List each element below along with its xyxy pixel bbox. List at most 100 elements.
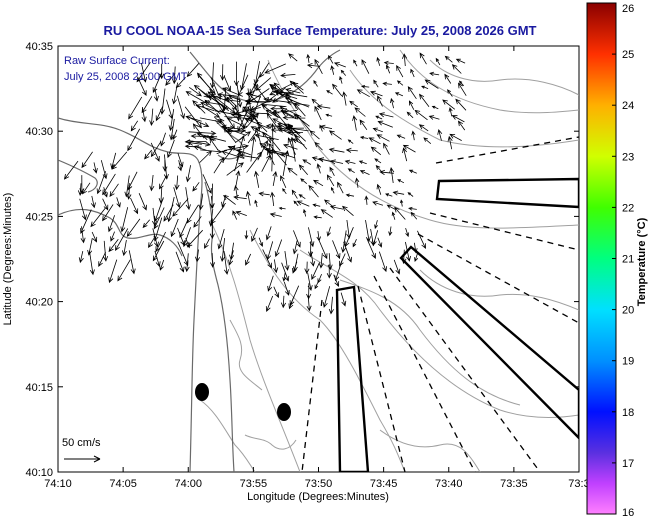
current-arrow <box>221 150 245 159</box>
current-arrow <box>170 218 179 238</box>
current-arrow <box>103 187 108 198</box>
current-arrow <box>159 175 167 190</box>
current-arrow <box>414 109 428 121</box>
x-tick-label: 73:45 <box>370 478 398 490</box>
current-arrow <box>332 83 343 97</box>
current-arrow <box>219 117 229 131</box>
current-arrow <box>220 237 226 263</box>
current-arrow <box>159 259 165 271</box>
y-axis-ticks: 40:35 40:30 40:25 40:20 40:15 40:10 <box>25 41 579 479</box>
current-arrow <box>405 227 410 238</box>
x-tick-label: 74:05 <box>109 478 137 490</box>
current-arrow <box>447 135 453 150</box>
current-arrow <box>152 240 165 262</box>
colorbar-tick-label: 24 <box>622 100 634 112</box>
colorbar-label: Temperature (°C) <box>636 217 648 306</box>
current-arrow <box>385 64 391 74</box>
current-arrow <box>209 195 215 209</box>
current-arrow <box>235 210 247 216</box>
current-arrow <box>331 186 335 194</box>
current-arrow <box>341 230 347 254</box>
swath-polygon <box>399 245 579 440</box>
current-arrow <box>188 86 202 97</box>
current-arrow <box>263 97 290 103</box>
plot-area <box>57 45 580 473</box>
current-arrow <box>272 170 278 186</box>
current-arrow <box>278 92 298 99</box>
current-arrow <box>423 137 432 145</box>
current-arrow <box>224 144 249 151</box>
x-tick-label: 73:35 <box>500 478 528 490</box>
current-arrow <box>195 104 215 112</box>
current-arrow <box>320 209 333 218</box>
current-arrow <box>356 89 370 98</box>
current-arrow <box>185 237 191 249</box>
current-arrow <box>359 119 368 131</box>
current-arrow <box>108 238 119 253</box>
colorbar-tick-label: 23 <box>622 151 634 163</box>
current-arrow <box>217 228 225 250</box>
current-arrow <box>278 206 286 210</box>
current-arrow <box>280 110 295 118</box>
dashed-ray <box>435 136 579 164</box>
current-arrow <box>184 253 190 273</box>
current-arrow <box>267 275 274 292</box>
current-arrow <box>283 281 290 296</box>
current-arrow <box>173 187 181 209</box>
current-arrow <box>270 122 276 150</box>
current-arrow <box>254 170 260 188</box>
current-arrow <box>185 115 202 122</box>
contour-line <box>399 49 579 114</box>
legend-line-1: Raw Surface Current: <box>64 55 170 67</box>
colorbar-tick-label: 19 <box>622 356 634 368</box>
current-arrow <box>244 109 258 122</box>
current-arrow <box>227 146 244 154</box>
current-arrow <box>361 59 370 74</box>
current-arrow <box>345 193 355 198</box>
current-arrow <box>89 251 95 276</box>
swath-outlines <box>335 177 579 472</box>
current-arrow <box>342 205 354 217</box>
x-tick-label: 73:50 <box>305 478 333 490</box>
swath-polygon <box>335 285 370 472</box>
current-arrow <box>273 286 280 299</box>
current-arrow <box>281 262 290 282</box>
current-arrow <box>291 189 298 199</box>
current-arrow <box>209 218 215 240</box>
current-arrow <box>153 207 165 230</box>
current-arrow <box>130 120 139 132</box>
current-arrow <box>300 178 308 185</box>
current-arrow <box>130 197 139 215</box>
current-arrow <box>185 91 204 102</box>
dashed-ray <box>301 299 323 472</box>
contour-line <box>199 399 256 472</box>
current-arrow <box>91 231 98 243</box>
current-arrow <box>199 117 223 124</box>
current-arrow <box>449 133 462 141</box>
current-arrow <box>102 198 109 211</box>
current-arrow <box>318 238 328 260</box>
y-tick-label: 40:25 <box>25 211 53 223</box>
current-arrow <box>296 200 310 207</box>
current-arrow <box>126 218 141 237</box>
current-arrow <box>375 115 383 120</box>
current-arrow <box>312 203 321 208</box>
colorbar-tick-label: 17 <box>622 458 634 470</box>
current-arrow <box>408 169 417 174</box>
current-arrow <box>233 195 247 201</box>
current-arrow <box>149 174 155 192</box>
current-arrow <box>120 207 129 233</box>
current-arrow <box>107 215 115 233</box>
current-arrow <box>184 106 202 129</box>
current-arrow <box>236 149 252 156</box>
current-arrow <box>213 157 225 174</box>
current-arrow <box>63 160 79 180</box>
current-arrow <box>364 195 369 205</box>
current-arrow <box>226 96 238 107</box>
current-arrow <box>269 82 294 96</box>
current-arrow <box>228 95 242 101</box>
station-marker <box>277 403 291 421</box>
current-arrow <box>347 139 354 144</box>
current-arrow <box>389 166 395 184</box>
